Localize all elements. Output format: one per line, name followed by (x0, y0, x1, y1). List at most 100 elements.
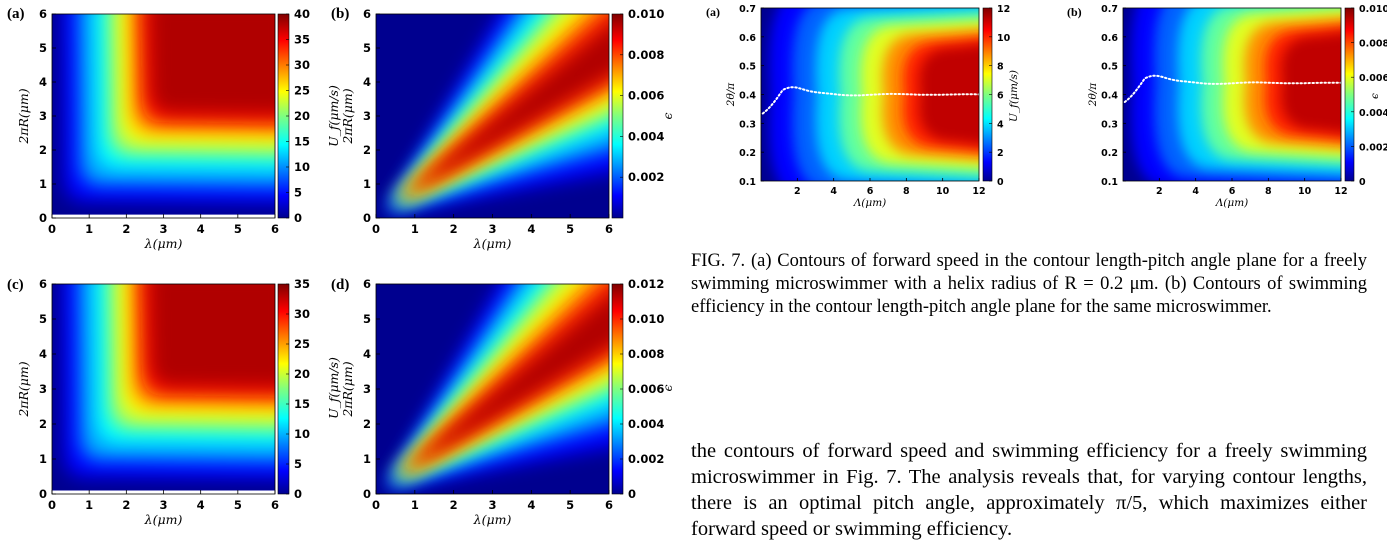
y-axis-label: 2πR(μm) (340, 88, 355, 144)
panel-label: (a) (7, 6, 25, 22)
colorbar-tick-label: 6 (997, 91, 1004, 102)
contour-band-7 (149, 14, 275, 115)
x-tick-label: 5 (566, 498, 574, 512)
colorbar-tick-label: 0.010 (628, 312, 664, 326)
plot-area (1123, 8, 1341, 181)
colorbar-tick-label: 0 (628, 487, 636, 501)
y-tick-label: 6 (39, 7, 47, 21)
y-tick-label: 5 (39, 312, 47, 326)
wedge-band-7 (400, 295, 609, 474)
y-tick-label: 1 (363, 452, 371, 466)
colorbar-label: ϵ (1369, 93, 1381, 99)
x-tick-label: 4 (527, 498, 535, 512)
y-tick-label: 3 (363, 382, 371, 396)
y-tick-label: 3 (363, 109, 371, 123)
x-tick-label: 1 (85, 498, 93, 512)
y-tick-label: 0.1 (1101, 177, 1118, 188)
colorbar-tick-label: 10 (997, 33, 1011, 44)
y-tick-label: 0.5 (1101, 62, 1118, 73)
y-tick-label: 0.2 (739, 148, 756, 159)
colorbar-tick-label: 20 (294, 367, 310, 381)
colorbar-tick-label: 10 (294, 427, 310, 441)
colorbar-tick-label: 0.006 (1359, 73, 1387, 84)
x-axis-label: λ(μm) (473, 512, 512, 527)
colorbar-label: ϵ (660, 384, 675, 391)
x-axis-label: Λ(μm) (853, 197, 887, 209)
colorbar-tick-label: 20 (294, 109, 310, 123)
y-tick-label: 0 (363, 211, 371, 225)
x-tick-label: 8 (903, 186, 910, 197)
colorbar (1345, 8, 1354, 181)
y-axis-label: 2θ/π (1087, 82, 1099, 108)
x-tick-label: 5 (566, 222, 574, 236)
colorbar-label: U_f(μm/s) (1008, 70, 1020, 122)
y-tick-label: 0.7 (739, 4, 756, 15)
x-axis-label: λ(μm) (144, 512, 183, 527)
colorbar-tick-label: 0.008 (628, 347, 664, 361)
colorbar-tick-label: 35 (294, 277, 310, 291)
x-tick-label: 4 (197, 498, 205, 512)
x-tick-label: 8 (1265, 186, 1272, 197)
x-tick-label: 2 (794, 186, 801, 197)
x-tick-label: 3 (159, 498, 167, 512)
x-axis-label: Λ(μm) (1215, 197, 1249, 209)
y-tick-label: 0.1 (739, 177, 756, 188)
x-tick-label: 10 (936, 186, 950, 197)
y-tick-label: 5 (363, 41, 371, 55)
colorbar-tick-label: 25 (294, 337, 310, 351)
colorbar-label: ϵ (660, 112, 675, 119)
optimal-angle-curve (1123, 74, 1341, 103)
colorbar (612, 284, 623, 494)
colorbar (278, 284, 289, 494)
y-tick-label: 0.3 (739, 119, 756, 130)
x-tick-label: 2 (122, 498, 130, 512)
x-tick-label: 3 (488, 498, 496, 512)
contour-band-7 (149, 284, 275, 388)
y-tick-label: 0.5 (739, 62, 756, 73)
x-tick-label: 2 (122, 222, 130, 236)
y-axis-label: 2πR(μm) (340, 361, 355, 417)
colorbar-tick-label: 35 (294, 33, 310, 47)
colorbar-tick-label: 0.006 (628, 382, 664, 396)
plot-area (52, 284, 275, 494)
x-tick-label: 6 (1229, 186, 1236, 197)
colorbar-tick-label: 25 (294, 84, 310, 98)
x-tick-label: 4 (527, 222, 535, 236)
plot-area (761, 8, 979, 181)
colorbar-tick-label: 0.004 (628, 417, 664, 431)
y-tick-label: 4 (39, 347, 47, 361)
x-tick-label: 1 (411, 498, 419, 512)
colorbar-tick-label: 15 (294, 397, 310, 411)
colorbar-tick-label: 0.004 (1359, 108, 1387, 119)
x-tick-label: 12 (1334, 186, 1347, 197)
panel-label: (a) (706, 5, 720, 19)
y-tick-label: 4 (363, 75, 371, 89)
colorbar-tick-label: 15 (294, 135, 310, 149)
heatmap-panel-0: 0 1 2 3 4 5 6 0 1 2 3 4 5 6 λ(μm) 2πR(μm) (a) 0 5 10 15 20 25 3… (7, 6, 341, 251)
colorbar-tick-label: 0 (997, 177, 1004, 188)
optimal-angle-curve (761, 86, 979, 115)
colorbar-frame (611, 13, 624, 219)
figure-caption: FIG. 7. (a) Contours of forward speed in… (691, 250, 1367, 319)
wedge-band-6 (398, 284, 609, 476)
colorbar-tick-label: 5 (294, 457, 302, 471)
colorbar-label: U_f(μm/s) (326, 85, 341, 147)
x-tick-label: 6 (271, 498, 279, 512)
panel-label: (b) (1067, 5, 1082, 19)
x-tick-label: 1 (411, 222, 419, 236)
y-tick-label: 6 (363, 7, 371, 21)
x-tick-label: 3 (488, 222, 496, 236)
plot-area (52, 14, 275, 218)
y-tick-label: 1 (39, 177, 47, 191)
plot-area (376, 284, 609, 494)
heatmap-panel-5: 2 4 6 8 10 12 0.1 0.2 0.3 0.4 0.5 0.6 0.7 Λ(μm) 2θ/π (b… (1067, 4, 1387, 209)
colorbar-tick-label: 0.006 (628, 89, 664, 103)
heatmap-panel-3: 0 1 2 3 4 5 6 0 1 2 3 4 5 6 λ(μm) 2πR(μm) (d) 0 0.002 0.004… (331, 277, 675, 527)
colorbar-tick-label: 0 (294, 487, 302, 501)
caption-text: (a) Contours of forward speed in the con… (691, 251, 1367, 317)
x-tick-label: 0 (372, 498, 380, 512)
y-tick-label: 0.6 (739, 33, 756, 44)
y-tick-label: 1 (39, 452, 47, 466)
body-paragraph: the contours of forward speed and swimmi… (691, 440, 1367, 540)
